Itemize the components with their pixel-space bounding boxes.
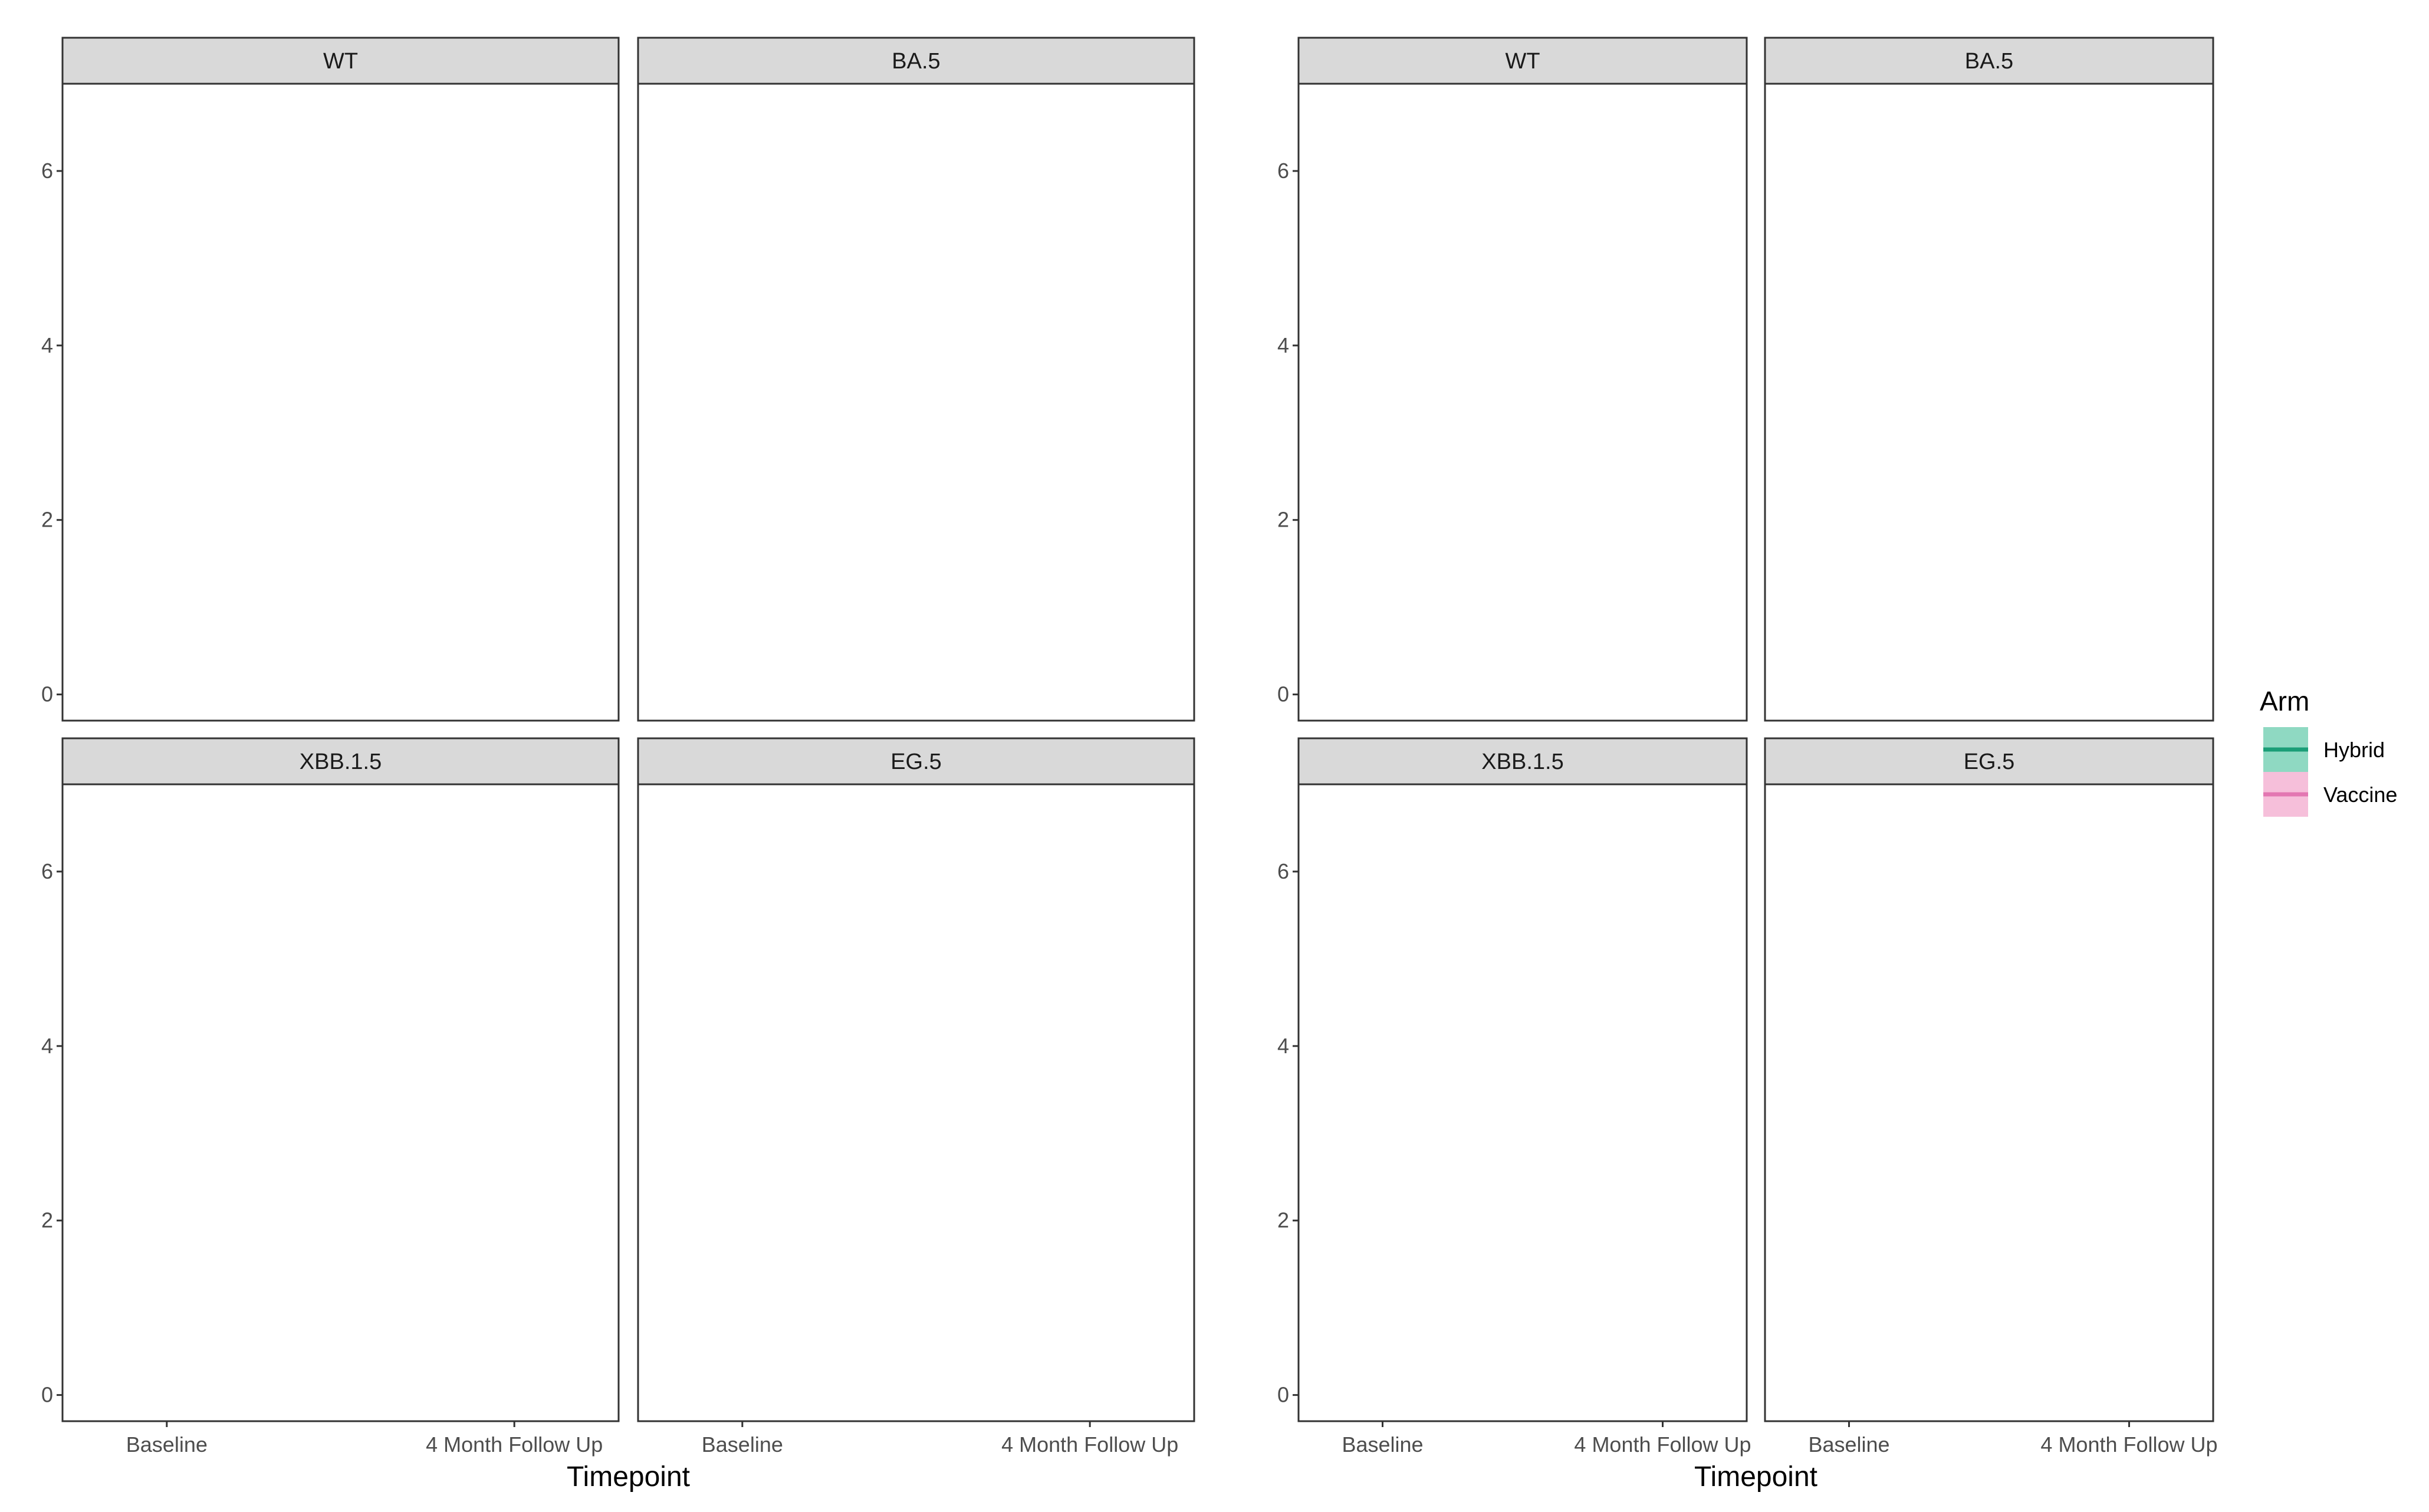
y-tick-label: 6 xyxy=(1277,159,1289,183)
facet-strip-label: BA.5 xyxy=(892,49,940,74)
y-tick-label: 6 xyxy=(1277,859,1289,883)
facet-model-fits-XBB-1-5: XBB.1.5 0 2 4 6 Baseline 4 Month Follow Up xyxy=(1277,738,1751,1457)
facet-strip-label: XBB.1.5 xyxy=(1481,750,1563,774)
x-axis-title: Timepoint xyxy=(1694,1461,1817,1493)
y-tick-label: 4 xyxy=(1277,1034,1289,1058)
x-tick-label: Baseline xyxy=(702,1432,783,1457)
panel-border xyxy=(1765,784,2213,1421)
legend-label: Vaccine xyxy=(2323,783,2397,807)
y-tick-label: 0 xyxy=(1277,682,1289,706)
panel-border xyxy=(638,784,1194,1421)
x-tick-label: 4 Month Follow Up xyxy=(426,1432,603,1457)
panel-border xyxy=(1299,784,1747,1421)
panel-border xyxy=(638,84,1194,721)
x-tick-label: Baseline xyxy=(1808,1432,1889,1457)
facet-individual-trajectories-XBB-1-5: XBB.1.5 0 2 4 6 Baseline 4 Month Follow Up xyxy=(41,738,619,1457)
y-tick-label: 0 xyxy=(41,682,53,706)
facet-strip-label: WT xyxy=(1505,49,1540,74)
y-tick-label: 6 xyxy=(41,859,53,883)
y-tick-label: 2 xyxy=(41,508,53,532)
y-tick-label: 2 xyxy=(1277,508,1289,532)
legend-title: Arm xyxy=(2260,686,2309,716)
panel-border xyxy=(63,784,619,1421)
y-tick-label: 2 xyxy=(41,1208,53,1232)
panel-border xyxy=(63,84,619,721)
y-tick-label: 4 xyxy=(1277,333,1289,357)
legend-item-hybrid: Hybrid xyxy=(2263,727,2385,772)
panel-border xyxy=(1765,84,2213,721)
y-tick-label: 0 xyxy=(1277,1383,1289,1407)
facet-strip-label: EG.5 xyxy=(890,750,942,774)
facet-strip-label: EG.5 xyxy=(1964,750,2015,774)
facet-strip-label: BA.5 xyxy=(1965,49,2013,74)
facet-model-fits-EG-5: EG.5 Baseline 4 Month Follow Up xyxy=(1765,738,2218,1457)
y-tick-label: 6 xyxy=(41,159,53,183)
facet-individual-trajectories-WT: WT 0 2 4 6 xyxy=(41,38,619,721)
facet-individual-trajectories-BA-5: BA.5 xyxy=(638,38,1194,721)
x-axis-title: Timepoint xyxy=(567,1461,690,1493)
facet-strip-label: XBB.1.5 xyxy=(300,750,382,774)
x-tick-label: 4 Month Follow Up xyxy=(1574,1432,1751,1457)
facet-model-fits-WT: WT 0 2 4 6 xyxy=(1277,38,1747,721)
x-tick-label: 4 Month Follow Up xyxy=(1001,1432,1178,1457)
x-tick-label: Baseline xyxy=(126,1432,208,1457)
legend-label: Hybrid xyxy=(2323,738,2385,762)
facet-individual-trajectories-EG-5: EG.5 Baseline 4 Month Follow Up xyxy=(638,738,1194,1457)
facet-strip-label: WT xyxy=(323,49,358,74)
x-tick-label: Baseline xyxy=(1342,1432,1423,1457)
y-tick-label: 4 xyxy=(41,333,53,357)
legend: Arm Hybrid Vaccine xyxy=(2260,686,2397,817)
facet-model-fits-BA-5: BA.5 xyxy=(1765,38,2213,721)
legend-item-vaccine: Vaccine xyxy=(2263,772,2397,817)
y-tick-label: 4 xyxy=(41,1034,53,1058)
y-tick-label: 2 xyxy=(1277,1208,1289,1232)
y-tick-label: 0 xyxy=(41,1383,53,1407)
panel-border xyxy=(1299,84,1747,721)
x-tick-label: 4 Month Follow Up xyxy=(2040,1432,2217,1457)
